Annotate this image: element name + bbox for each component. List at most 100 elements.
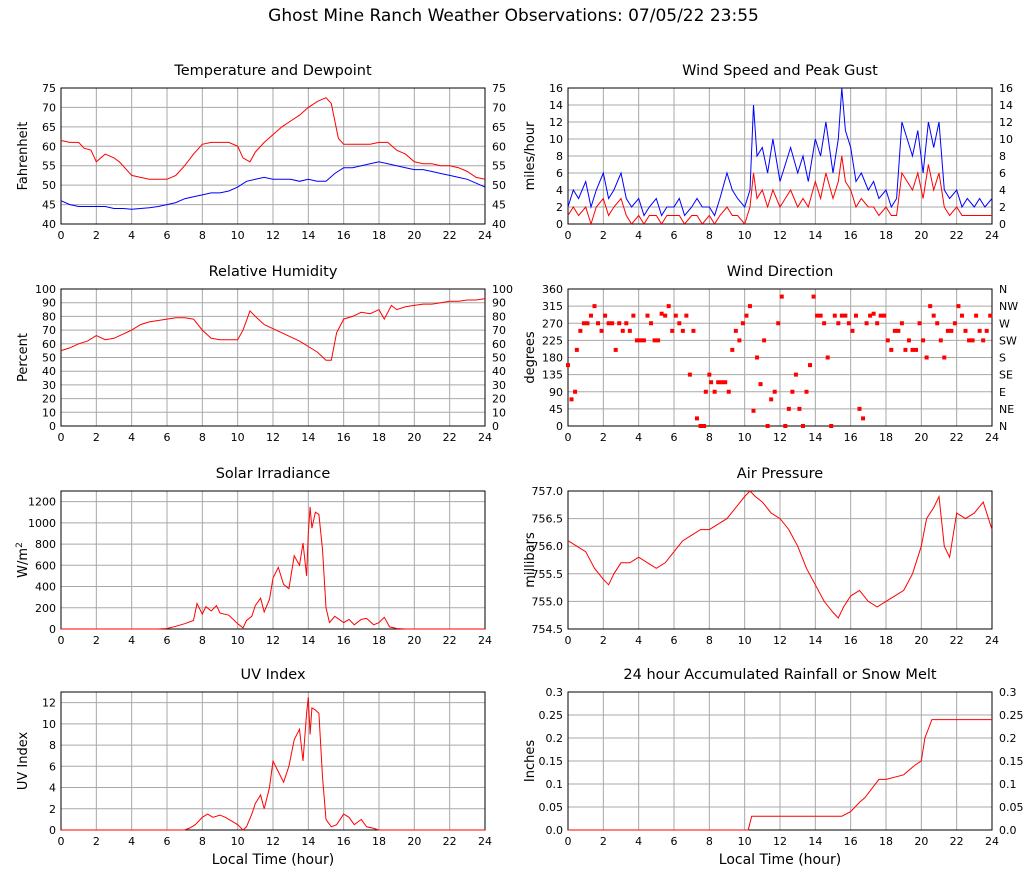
y-axis-label: W/m2: [15, 542, 31, 578]
data-point: [776, 321, 781, 326]
data-point: [744, 313, 749, 318]
y-tick-label: 0: [556, 218, 563, 231]
data-point: [670, 328, 675, 333]
x-tick-label: 18: [879, 229, 893, 242]
y-tick-label: 360: [542, 283, 563, 296]
data-point: [931, 313, 936, 318]
data-point: [652, 338, 657, 343]
data-point: [716, 380, 721, 385]
x-tick-label: 6: [671, 431, 678, 444]
x-tick-label: 22: [950, 431, 964, 444]
data-point: [709, 380, 714, 385]
y-tick-label: 45: [42, 199, 56, 212]
x-tick-label: 24: [985, 835, 999, 848]
data-point: [569, 397, 574, 402]
chart-title: Relative Humidity: [209, 264, 338, 280]
x-tick-label: 18: [879, 634, 893, 647]
y-tick-label: 0.15: [539, 755, 564, 768]
x-tick-label: 0: [58, 634, 65, 647]
x-tick-label: 12: [266, 835, 280, 848]
chart-title: 24 hour Accumulated Rainfall or Snow Mel…: [623, 667, 936, 683]
data-point: [786, 406, 791, 411]
x-tick-label: 4: [635, 229, 642, 242]
right-tick-label: 10: [492, 406, 506, 419]
data-point: [790, 389, 795, 394]
data-point: [663, 313, 668, 318]
x-tick-label: 10: [738, 835, 752, 848]
y-tick-label: 10: [549, 133, 563, 146]
right-tick-label: NE: [999, 403, 1014, 416]
x-tick-label: 24: [478, 431, 492, 444]
y-tick-label: 0.3: [546, 686, 564, 699]
chart-panel-8: 24 hour Accumulated Rainfall or Snow Mel…: [523, 667, 1024, 868]
x-tick-label: 16: [337, 835, 351, 848]
data-point: [733, 328, 738, 333]
x-tick-label: 24: [985, 634, 999, 647]
series-line-2: [60, 161, 486, 210]
data-point: [606, 321, 611, 326]
right-tick-label: 45: [492, 199, 506, 212]
data-point: [624, 321, 629, 326]
data-point: [871, 311, 876, 316]
data-point: [702, 424, 707, 428]
right-tick-label: 90: [492, 297, 506, 310]
plot-frame: [60, 691, 486, 831]
x-tick-label: 10: [231, 431, 245, 444]
data-point: [822, 321, 827, 326]
y-tick-label: 757.0: [532, 485, 564, 498]
right-tick-label: 60: [492, 338, 506, 351]
data-point: [868, 313, 873, 318]
x-tick-label: 2: [600, 229, 607, 242]
data-point: [945, 328, 950, 333]
data-point: [703, 389, 708, 394]
y-tick-label: 45: [549, 403, 563, 416]
x-tick-label: 14: [808, 431, 822, 444]
x-tick-label: 0: [58, 835, 65, 848]
data-point: [853, 313, 858, 318]
data-point: [617, 321, 622, 326]
data-point: [659, 311, 664, 316]
data-point: [804, 389, 809, 394]
x-tick-label: 6: [671, 229, 678, 242]
x-tick-label: 4: [128, 229, 135, 242]
y-tick-label: 6: [49, 760, 56, 773]
data-point: [861, 416, 866, 421]
series-line-1: [567, 490, 993, 619]
data-point: [811, 294, 816, 299]
y-tick-label: 755.5: [532, 568, 564, 581]
data-point: [963, 328, 968, 333]
data-point: [769, 397, 774, 402]
x-tick-label: 4: [128, 634, 135, 647]
data-point: [836, 321, 841, 326]
right-tick-label: 0.3: [999, 686, 1017, 699]
x-tick-label: 0: [565, 835, 572, 848]
data-point: [952, 321, 957, 326]
x-tick-label: 24: [478, 229, 492, 242]
x-tick-label: 18: [372, 229, 386, 242]
data-point: [645, 313, 650, 318]
data-point: [800, 424, 805, 428]
data-point: [755, 355, 760, 360]
y-tick-label: 600: [35, 559, 56, 572]
chart-title: Air Pressure: [737, 466, 824, 482]
data-point: [691, 328, 696, 333]
data-point: [938, 338, 943, 343]
x-tick-label: 10: [231, 229, 245, 242]
x-tick-label: 6: [164, 835, 171, 848]
x-tick-label: 2: [93, 634, 100, 647]
data-point: [566, 363, 570, 368]
chart-title: Wind Speed and Peak Gust: [682, 63, 878, 79]
right-tick-label: 0.0: [999, 824, 1017, 837]
right-tick-label: 0: [999, 218, 1006, 231]
x-tick-label: 10: [231, 634, 245, 647]
y-tick-label: 800: [35, 538, 56, 551]
x-tick-label: 20: [407, 229, 421, 242]
x-tick-label: 2: [600, 634, 607, 647]
x-tick-label: 16: [337, 431, 351, 444]
data-point: [864, 321, 869, 326]
plot-frame: [567, 288, 993, 427]
data-point: [751, 408, 756, 413]
y-tick-label: 30: [42, 379, 56, 392]
y-tick-label: 10: [42, 718, 56, 731]
